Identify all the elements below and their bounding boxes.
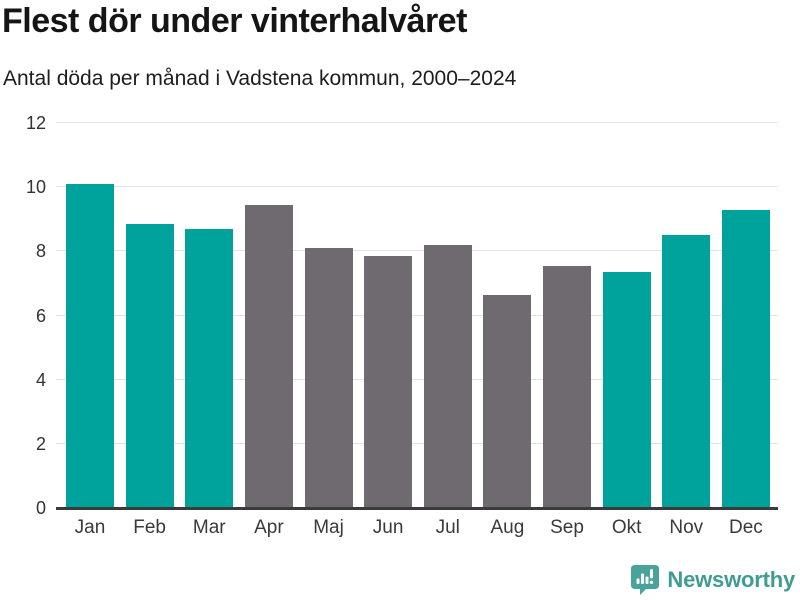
x-tick-label-aug: Aug	[490, 517, 525, 538]
brand-name: Newsworthy	[667, 567, 795, 592]
bar-okt	[602, 272, 651, 508]
bar-maj	[304, 248, 353, 508]
gridline-10	[56, 186, 778, 188]
bar-apr	[244, 204, 293, 508]
x-tick-label-mar: Mar	[192, 517, 226, 538]
bar-sep	[543, 265, 591, 508]
bars	[56, 123, 778, 508]
bar-jan	[66, 183, 114, 508]
y-axis: 0 2 4 6 8 10 12	[0, 114, 46, 517]
x-tick-label-jan: Jan	[74, 517, 106, 538]
y-tick-label-10: 10	[25, 177, 46, 198]
x-tick-label-jul: Jul	[435, 517, 460, 538]
bar-jun	[364, 256, 413, 508]
bar-mar	[185, 228, 234, 508]
bar-dec	[721, 209, 770, 508]
gridline-12	[56, 122, 778, 123]
y-tick-label-6: 6	[35, 305, 46, 326]
x-axis: Jan Feb Mar Apr Maj Jun Jul Aug Sep Okt Nov Dec	[56, 517, 778, 539]
x-tick-label-sep: Sep	[550, 517, 584, 538]
bar-feb	[125, 224, 174, 508]
x-tick-label-okt: Okt	[611, 517, 642, 538]
bar-jul	[423, 244, 472, 508]
bar-chart-plot-area	[56, 122, 778, 510]
y-tick-label-4: 4	[35, 369, 46, 390]
x-axis-line	[56, 507, 778, 510]
brand-footer: Newsworthy	[630, 564, 795, 596]
x-tick-label-maj: Maj	[313, 517, 344, 538]
y-tick-label-12: 12	[25, 113, 46, 133]
y-tick-label-0: 0	[35, 498, 46, 518]
gridline-2	[56, 442, 778, 444]
x-tick-label-dec: Dec	[728, 517, 763, 538]
x-tick-label-feb: Feb	[133, 517, 166, 538]
gridline-8	[56, 250, 778, 252]
gridline-6	[56, 314, 778, 316]
chart-title: Flest dör under vinterhalvåret	[2, 2, 467, 40]
y-tick-label-8: 8	[35, 241, 46, 262]
x-tick-label-apr: Apr	[254, 517, 284, 538]
gridline-4	[56, 378, 778, 380]
x-tick-label-nov: Nov	[669, 517, 704, 538]
bar-nov	[662, 235, 711, 508]
chart-subtitle: Antal döda per månad i Vadstena kommun, …	[3, 67, 517, 90]
bar-aug	[483, 294, 532, 508]
y-tick-label-2: 2	[35, 433, 46, 454]
newsworthy-logo-icon	[631, 565, 660, 595]
x-tick-label-jun: Jun	[372, 517, 404, 538]
